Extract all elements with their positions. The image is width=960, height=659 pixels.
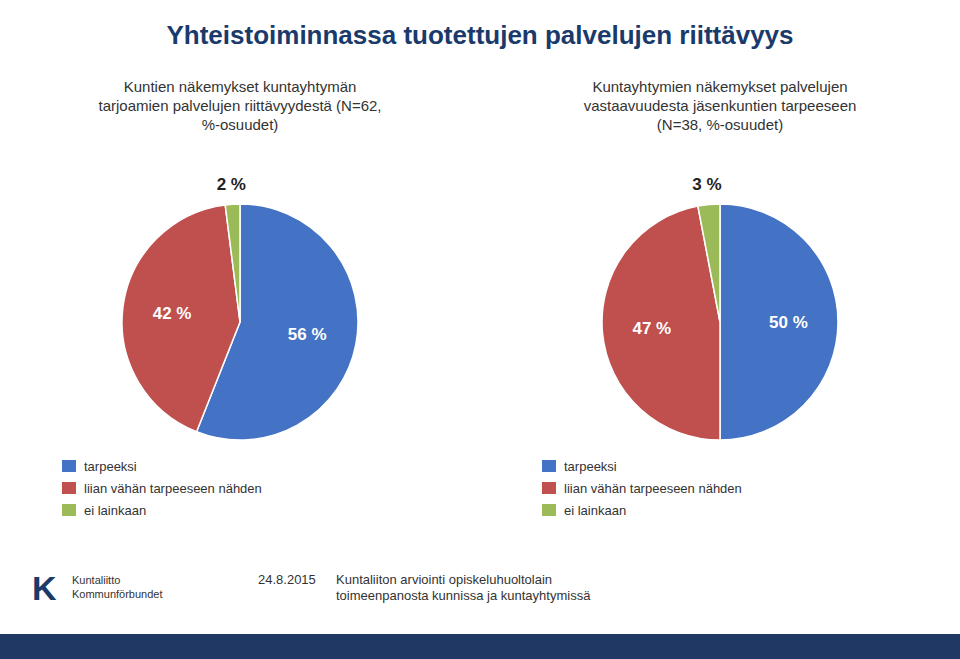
legend-swatch (62, 482, 76, 494)
annotation: K (32, 569, 57, 607)
legend-entry: tarpeeksi (564, 459, 617, 474)
data-label: 2 % (217, 175, 246, 194)
legend-swatch (62, 504, 76, 516)
legend-entry: ei lainkaan (84, 503, 146, 518)
data-label: 50 % (769, 313, 808, 332)
legend-entry: liian vähän tarpeeseen nähden (564, 481, 742, 496)
annotation: 24.8.2015 (258, 572, 316, 587)
data-labels: 50 % 47 % 3 % (632, 175, 807, 338)
bottom-bar (0, 634, 960, 659)
chart-root: Yhteistoiminnassa tuotettujen palvelujen… (0, 0, 960, 659)
background (0, 0, 960, 659)
data-label: 3 % (692, 175, 721, 194)
pie (122, 204, 358, 440)
title: Yhteistoiminnassa tuotettujen palvelujen… (166, 20, 793, 50)
legend-entry: tarpeeksi (84, 459, 137, 474)
subtitle: Kuntien näkemykset kuntayhtymäntarjoamie… (98, 78, 381, 133)
annotation: Kuntaliiton arviointi opiskeluhuoltolain… (336, 572, 591, 603)
data-label: 56 % (288, 325, 327, 344)
pie-slice (698, 204, 720, 322)
pie-slice (225, 204, 240, 322)
annotation: KuntaliittoKommunförbundet (72, 574, 163, 600)
legend-swatch (542, 460, 556, 472)
legend-swatch (62, 460, 76, 472)
pie-slice (122, 205, 240, 432)
footer: K KuntaliittoKommunförbundet 24.8.2015 Kunt… (32, 569, 591, 607)
data-label: 47 % (632, 319, 671, 338)
data-labels: 56 % 42 % 2 % (153, 175, 327, 345)
legend-swatch (542, 482, 556, 494)
data-label: 42 % (153, 304, 192, 323)
pie (602, 204, 838, 440)
legend-entry: ei lainkaan (564, 503, 626, 518)
legend: tarpeeksi liian vähän tarpeeseen nähden ei… (62, 459, 262, 518)
subtitle: Kuntayhtymien näkemykset palvelujenvasta… (584, 78, 857, 133)
pie-slice (720, 204, 838, 440)
legend: tarpeeksi liian vähän tarpeeseen nähden ei… (542, 459, 742, 518)
pie-slice (602, 206, 720, 440)
legend-swatch (542, 504, 556, 516)
legend-entry: liian vähän tarpeeseen nähden (84, 481, 262, 496)
